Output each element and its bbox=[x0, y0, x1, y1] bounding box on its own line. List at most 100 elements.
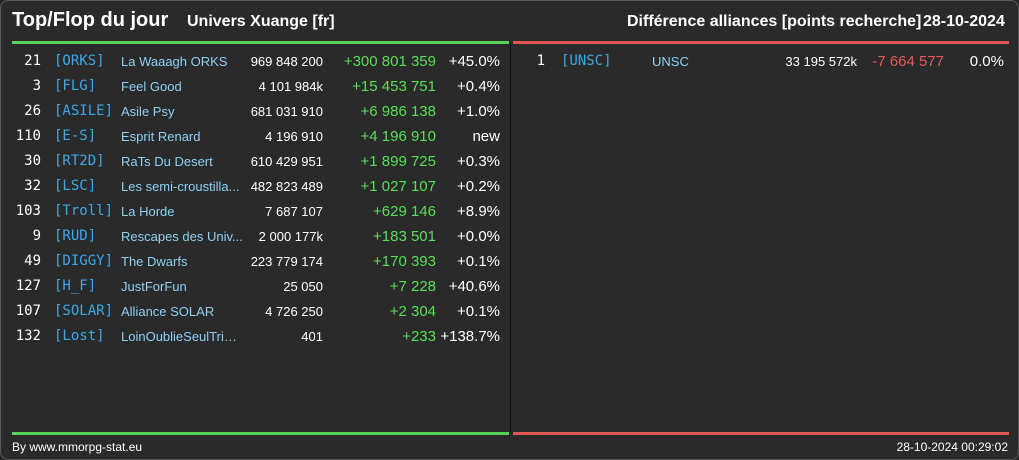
ranking-subtitle: Différence alliances [points recherche] bbox=[627, 13, 922, 30]
diff-cell: +4 196 910 bbox=[360, 128, 437, 145]
generated-timestamp: 28-10-2024 00:29:02 bbox=[896, 440, 1008, 454]
diff-cell: +15 453 751 bbox=[352, 78, 436, 95]
percent-cell: 0.0% bbox=[969, 53, 1004, 70]
top-row: 110 [E-S] Esprit Renard 4 196 910 +4 196 910… bbox=[1, 124, 510, 149]
percent-cell: new bbox=[472, 128, 500, 145]
top-accent-bar bbox=[12, 41, 509, 44]
alliance-name: RaTs Du Desert bbox=[121, 154, 213, 169]
alliance-tag: [RUD] bbox=[54, 228, 97, 244]
rank-cell: 107 bbox=[15, 303, 41, 319]
alliance-tag: [DIGGY] bbox=[54, 253, 114, 269]
report-date: 28-10-2024 bbox=[923, 13, 1005, 30]
rank-cell: 32 bbox=[24, 178, 41, 194]
universe-label: Univers Xuange [fr] bbox=[187, 13, 335, 30]
points-cell: 223 779 174 bbox=[250, 254, 323, 269]
percent-cell: +138.7% bbox=[440, 328, 500, 345]
top-footer-bar bbox=[12, 432, 509, 435]
alliance-name: Alliance SOLAR bbox=[121, 304, 215, 319]
top-row: 127 [H_F] JustForFun 25 050 +7 228 +40.6% bbox=[1, 274, 510, 299]
points-cell: 7 687 107 bbox=[265, 204, 323, 219]
alliance-name: The Dwarfs bbox=[121, 254, 188, 269]
diff-cell: +2 304 bbox=[389, 303, 436, 320]
diff-cell: +170 393 bbox=[373, 253, 436, 270]
diff-cell: +300 801 359 bbox=[343, 53, 436, 70]
top-row: 32 [LSC] Les semi-croustilla... 482 823 489… bbox=[1, 174, 510, 199]
diff-cell: +1 027 107 bbox=[360, 178, 437, 195]
alliance-name: Asile Psy bbox=[121, 104, 175, 119]
alliance-tag: [Lost] bbox=[54, 328, 105, 344]
percent-cell: +0.3% bbox=[457, 153, 500, 170]
alliance-tag: [E-S] bbox=[54, 128, 97, 144]
percent-cell: +0.4% bbox=[457, 78, 500, 95]
alliance-tag: [ORKS] bbox=[54, 53, 105, 69]
diff-cell: +629 146 bbox=[373, 203, 436, 220]
rank-cell: 21 bbox=[24, 53, 41, 69]
top-row: 30 [RT2D] RaTs Du Desert 610 429 951 +1 899 … bbox=[1, 149, 510, 174]
top-row: 49 [DIGGY] The Dwarfs 223 779 174 +170 393 +0… bbox=[1, 249, 510, 274]
top-row: 26 [ASILE] Asile Psy 681 031 910 +6 986 138 +… bbox=[1, 99, 510, 124]
diff-cell: +183 501 bbox=[373, 228, 436, 245]
percent-cell: +40.6% bbox=[448, 278, 500, 295]
column-divider bbox=[510, 44, 511, 432]
rank-cell: 9 bbox=[32, 228, 41, 244]
alliance-tag: [UNSC] bbox=[561, 53, 612, 69]
top-list: 21 [ORKS] La Waaagh ORKS 969 848 200 +300 80… bbox=[1, 49, 510, 349]
alliance-tag: [SOLAR] bbox=[54, 303, 114, 319]
source-credit: By www.mmorpg-stat.eu bbox=[12, 440, 143, 454]
percent-cell: +8.9% bbox=[457, 203, 500, 220]
rank-cell: 30 bbox=[24, 153, 41, 169]
rank-cell: 127 bbox=[15, 278, 41, 294]
flop-footer-bar bbox=[513, 432, 1009, 435]
points-cell: 33 195 572k bbox=[785, 54, 857, 69]
alliance-name: Les semi-croustilla... bbox=[121, 179, 240, 194]
alliance-name: Rescapes des Univ... bbox=[121, 229, 243, 244]
diff-cell: +233 bbox=[402, 328, 436, 345]
rank-cell: 49 bbox=[24, 253, 41, 269]
points-cell: 25 050 bbox=[283, 279, 323, 294]
alliance-tag: [ASILE] bbox=[54, 103, 114, 119]
percent-cell: +0.1% bbox=[457, 303, 500, 320]
percent-cell: +1.0% bbox=[457, 103, 500, 120]
flop-row: 1 [UNSC] UNSC 33 195 572k -7 664 577 0.0% bbox=[511, 49, 1011, 74]
top-row: 3 [FLG] Feel Good 4 101 984k +15 453 751 +0.4… bbox=[1, 74, 510, 99]
rank-cell: 110 bbox=[15, 128, 41, 144]
percent-cell: +0.2% bbox=[457, 178, 500, 195]
points-cell: 4 726 250 bbox=[265, 304, 323, 319]
top-row: 21 [ORKS] La Waaagh ORKS 969 848 200 +300 80… bbox=[1, 49, 510, 74]
rank-cell: 1 bbox=[536, 53, 545, 69]
rank-cell: 103 bbox=[15, 203, 41, 219]
rank-cell: 26 bbox=[24, 103, 41, 119]
flop-list: 1 [UNSC] UNSC 33 195 572k -7 664 577 0.0% bbox=[511, 49, 1011, 74]
alliance-tag: [RT2D] bbox=[54, 153, 105, 169]
points-cell: 4 196 910 bbox=[265, 129, 323, 144]
alliance-name: UNSC bbox=[652, 54, 689, 69]
points-cell: 401 bbox=[301, 329, 323, 344]
points-cell: 4 101 984k bbox=[258, 79, 323, 94]
percent-cell: +0.1% bbox=[457, 253, 500, 270]
diff-cell: +1 899 725 bbox=[360, 153, 437, 170]
alliance-tag: [H_F] bbox=[54, 278, 97, 294]
rank-cell: 3 bbox=[32, 78, 41, 94]
diff-cell: +6 986 138 bbox=[360, 103, 437, 120]
alliance-tag: [FLG] bbox=[54, 78, 97, 94]
diff-cell: +7 228 bbox=[389, 278, 436, 295]
flop-accent-bar bbox=[513, 41, 1009, 44]
points-cell: 610 429 951 bbox=[250, 154, 323, 169]
alliance-tag: [LSC] bbox=[54, 178, 97, 194]
percent-cell: +45.0% bbox=[448, 53, 500, 70]
top-row: 9 [RUD] Rescapes des Univ... 2 000 177k +183… bbox=[1, 224, 510, 249]
alliance-tag: [Troll] bbox=[54, 203, 114, 219]
page-title: Top/Flop du jour bbox=[12, 9, 169, 31]
diff-cell: -7 664 577 bbox=[872, 53, 944, 70]
alliance-name: La Horde bbox=[121, 204, 175, 219]
alliance-name: Esprit Renard bbox=[121, 129, 201, 144]
top-row: 107 [SOLAR] Alliance SOLAR 4 726 250 +2 304 +… bbox=[1, 299, 510, 324]
top-row: 132 [Lost] LoinOublieSeulTrist... 401 +233 +1… bbox=[1, 324, 510, 349]
alliance-name: JustForFun bbox=[121, 279, 187, 294]
percent-cell: +0.0% bbox=[457, 228, 500, 245]
points-cell: 681 031 910 bbox=[250, 104, 323, 119]
rank-cell: 132 bbox=[15, 328, 41, 344]
alliance-name: Feel Good bbox=[121, 79, 182, 94]
points-cell: 482 823 489 bbox=[250, 179, 323, 194]
